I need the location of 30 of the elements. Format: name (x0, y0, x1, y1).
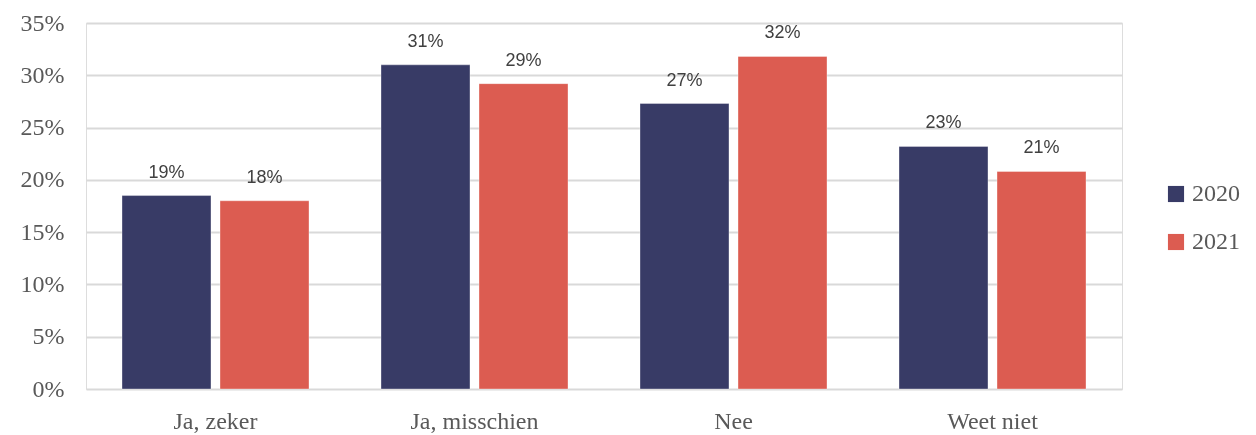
data-label: 19% (148, 161, 185, 182)
y-tick-label: 0% (32, 375, 65, 402)
x-tick-label: Ja, misschien (410, 407, 539, 434)
y-tick-label: 25% (20, 114, 65, 141)
data-label: 21% (1023, 137, 1060, 158)
bar (639, 103, 730, 390)
data-label: 32% (764, 22, 801, 43)
x-tick-label: Ja, zeker (173, 407, 258, 434)
legend-label: 2021 (1192, 228, 1240, 254)
bar (121, 195, 212, 390)
y-tick-label: 30% (20, 61, 65, 88)
legend-label: 2020 (1192, 180, 1240, 206)
x-tick-label: Weet niet (947, 407, 1039, 434)
data-label: 18% (246, 166, 283, 187)
bar (737, 55, 828, 390)
bar (996, 170, 1087, 390)
y-tick-label: 15% (20, 218, 65, 245)
data-label: 31% (407, 30, 444, 51)
y-tick-label: 10% (20, 270, 65, 297)
y-tick-label: 20% (20, 166, 65, 193)
x-tick-label: Nee (714, 407, 753, 434)
bar (380, 64, 471, 390)
data-label: 29% (505, 49, 542, 70)
data-label: 27% (666, 69, 703, 90)
bar (898, 145, 989, 390)
data-label: 23% (925, 112, 962, 133)
y-tick-label: 35% (20, 9, 65, 36)
bar (478, 83, 569, 390)
y-tick-label: 5% (32, 323, 65, 350)
bar (219, 200, 310, 390)
